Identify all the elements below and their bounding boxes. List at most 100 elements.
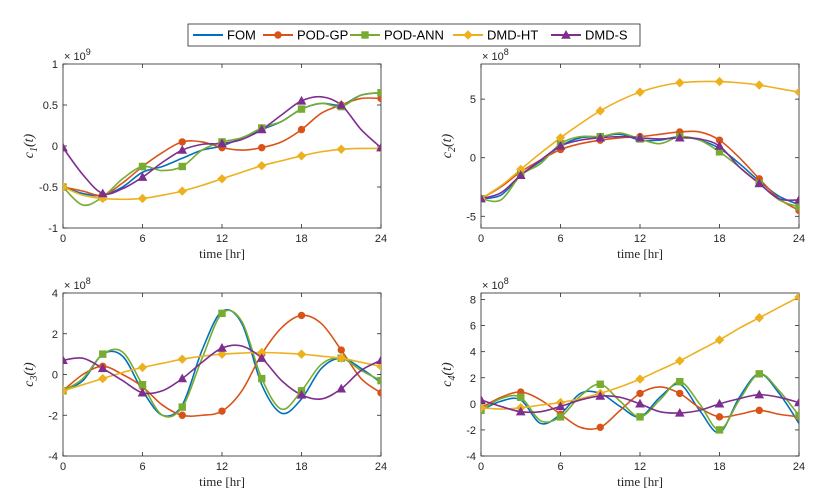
data-point-dmd-ht [481,403,486,413]
y-tick-label: -4 [466,451,476,463]
legend: FOM POD-GP POD-ANN DMD-HT DMD-S [187,23,641,47]
data-point-dmd-ht [336,353,346,363]
y-axis-label: c4(t) [440,362,458,387]
y-tick-label: 0 [470,153,476,165]
data-point-pod-gp [218,407,226,415]
data-point-dmd-s [256,353,267,362]
exponent-base: × 10 [64,51,86,63]
legend-label: DMD-HT [487,28,538,43]
x-tick-label: 18 [713,233,725,245]
data-point-dmd-ht [675,356,685,366]
data-point-dmd-ht [794,293,799,302]
data-point-dmd-ht [675,78,685,88]
data-point-pod-ann [676,377,684,386]
ylabel-subscript: 1 [29,147,40,152]
y-tick-label: 5 [470,94,476,106]
y-tick-label: 0 [470,399,476,411]
x-tick-label: 24 [375,461,387,473]
x-tick-label: 0 [478,461,484,473]
data-point-pod-gp [377,389,381,397]
legend-label: POD-ANN [384,28,444,43]
data-point-dmd-s [714,140,725,150]
data-point-dmd-s [794,194,799,204]
data-point-pod-gp [676,389,684,398]
legend-item-fom: FOM [193,28,256,43]
data-point-dmd-s [674,132,685,142]
ylabel-subscript: 2 [447,147,458,152]
y-tick-label: -0.5 [39,182,58,194]
data-point-dmd-ht [177,354,187,364]
x-tick-label: 18 [295,461,307,473]
exponent-base: × 10 [482,280,504,292]
data-point-dmd-ht [714,76,725,87]
y-tick-label: 2 [470,373,476,385]
data-point-dmd-ht [98,373,108,384]
data-point-pod-gp [596,423,604,432]
legend-marker [361,31,369,39]
ylabel-suffix: (t) [440,362,455,376]
data-point-dmd-s [336,99,347,109]
exponent-base: × 10 [482,51,504,63]
x-tick-label: 24 [793,461,805,473]
legend-item-dmd-ht: DMD-HT [453,28,538,43]
data-point-dmd-s [97,188,108,198]
y-tick-label: 4 [470,347,476,359]
series-group [481,293,799,434]
data-point-pod-ann [795,411,799,420]
exponent-base: × 10 [64,280,86,292]
x-tick-label: 12 [216,233,228,245]
x-tick-label: 0 [60,461,66,473]
legend-box [187,23,641,47]
ylabel-suffix: (t) [22,362,37,376]
data-point-pod-gp [297,311,306,320]
x-axis-label: time [hr] [199,246,245,261]
y-tick-label: -5 [466,211,476,223]
data-point-dmd-ht [63,386,68,396]
y-exponent-label: × 108 [64,276,91,292]
data-point-pod-gp [178,411,186,419]
data-point-dmd-s [674,407,685,417]
y-tick-label: 1 [52,59,58,71]
y-tick-label: 0 [52,141,58,153]
data-point-dmd-s [714,398,725,408]
data-point-dmd-s [217,138,227,148]
data-point-pod-ann [138,380,147,389]
data-point-pod-ann [556,413,565,421]
data-point-dmd-s [376,142,381,152]
data-point-dmd-ht [794,87,799,97]
ylabel-suffix: (t) [22,133,37,147]
data-point-pod-ann [297,105,306,113]
data-point-dmd-s [595,390,606,400]
x-tick-label: 6 [557,461,563,473]
x-tick-label: 0 [478,233,484,245]
data-point-pod-ann [178,162,186,171]
data-point-dmd-ht [714,335,725,345]
data-point-pod-ann [715,426,724,434]
y-axis-label: c2(t) [440,133,458,158]
data-point-pod-ann [377,376,381,385]
data-point-pod-gp [636,389,644,398]
data-point-dmd-s [555,401,566,411]
y-tick-label: 4 [52,288,58,300]
data-point-dmd-s [177,373,188,383]
legend-item-pod-gp: POD-GP [263,28,348,43]
data-point-pod-ann [138,162,147,171]
data-point-dmd-s [376,355,381,364]
data-point-dmd-s [137,172,148,181]
data-point-pod-gp [178,138,186,146]
data-point-dmd-s [754,178,765,188]
legend-label: POD-GP [297,28,348,43]
data-point-dmd-ht [296,349,307,359]
data-point-pod-ann [517,393,525,402]
data-point-dmd-ht [257,160,267,171]
data-point-pod-ann [596,380,604,388]
data-point-dmd-ht [137,193,148,204]
data-point-dmd-s [217,342,227,352]
data-point-pod-ann [755,370,763,378]
x-tick-label: 6 [139,461,145,473]
y-tick-label: -2 [48,410,58,422]
